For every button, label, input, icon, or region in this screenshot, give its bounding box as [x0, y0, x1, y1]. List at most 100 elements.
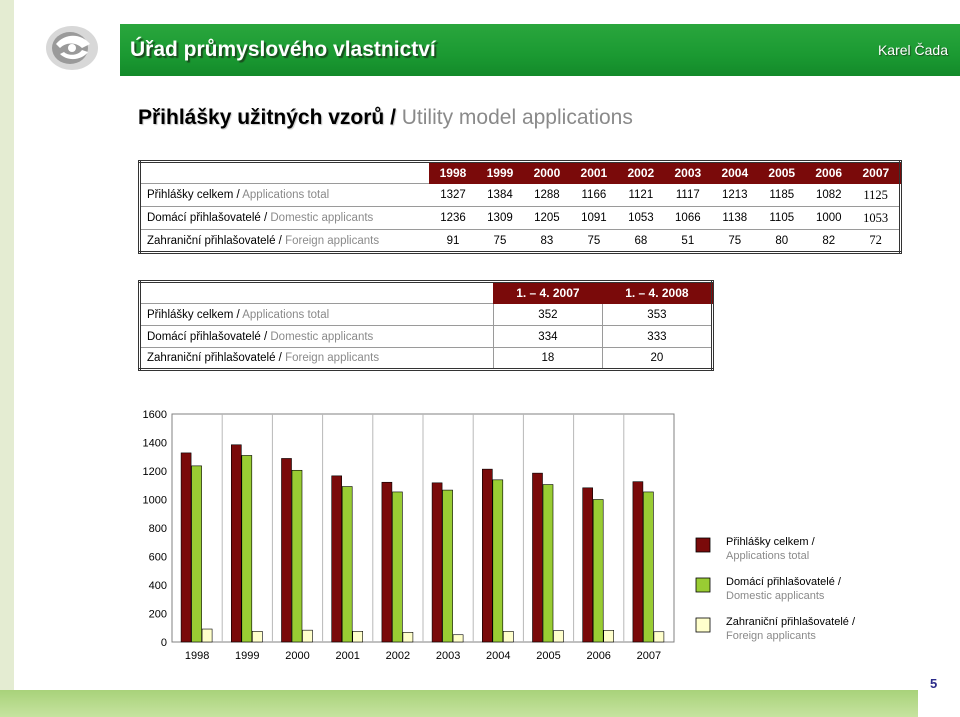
bar	[452, 634, 464, 643]
bar	[291, 469, 303, 643]
bar	[241, 455, 253, 643]
row-label: Přihlášky celkem / Applications total	[139, 303, 494, 326]
row-label: Zahraniční přihlašovatelé / Foreign appl…	[139, 347, 494, 370]
bar	[442, 489, 453, 643]
bar	[302, 629, 313, 643]
table-cell: 83	[523, 229, 571, 253]
y-tick-label: 1000	[143, 495, 167, 507]
table-cell: 75	[476, 229, 524, 253]
table-cell: 1166	[570, 183, 618, 207]
page-title-cz: Přihlášky užitných vzorů /	[138, 106, 396, 129]
footer-bar	[0, 690, 918, 717]
legend-label: Foreign applicants	[726, 630, 816, 642]
bar	[191, 465, 202, 643]
table-cell: 1121	[617, 183, 665, 207]
table-cell: 1082	[805, 183, 853, 207]
table-cell: 1000	[805, 206, 853, 230]
legend-label: Domácí přihlašovatelé /	[726, 576, 842, 588]
year-header: 2004	[710, 161, 759, 184]
table-cell: 1138	[711, 206, 759, 230]
table-header-blank	[139, 281, 494, 304]
table-row: Přihlášky celkem / Applications total 35…	[139, 303, 713, 326]
legend-label: Applications total	[726, 550, 809, 562]
bar	[180, 452, 192, 643]
x-tick-label: 2002	[386, 650, 410, 662]
y-tick-label: 800	[149, 523, 167, 535]
table-cell: 51	[664, 229, 712, 253]
legend-label: Domestic applicants	[726, 590, 825, 602]
table-cell: 75	[711, 229, 759, 253]
bar	[392, 491, 403, 643]
year-header: 2003	[663, 161, 712, 184]
table-cell: 91	[429, 229, 477, 253]
table-cell: 68	[617, 229, 665, 253]
left-accent-stripe	[0, 0, 14, 717]
period-header: 1. – 4. 2007	[493, 281, 603, 304]
bar	[653, 631, 665, 643]
bar	[553, 630, 564, 643]
bar	[231, 444, 242, 643]
table-cell: 1053	[617, 206, 665, 230]
table-cell: 80	[758, 229, 806, 253]
legend-swatch	[695, 617, 711, 633]
legend-swatch	[695, 577, 711, 593]
table-cell: 75	[570, 229, 618, 253]
table-cell: 1213	[711, 183, 759, 207]
y-tick-label: 200	[149, 609, 167, 621]
legend-swatch	[695, 537, 711, 553]
x-tick-label: 1998	[185, 650, 209, 662]
table-cell: 20	[601, 347, 713, 370]
applications-bar-chart: 0 200 400 600 800 1000 1200 1400 1600 1998 1999 200…	[138, 402, 960, 672]
table-cell: 1236	[429, 206, 477, 230]
office-logo	[14, 0, 120, 92]
year-header: 2001	[569, 161, 618, 184]
bar	[281, 458, 292, 643]
chart-svg: 0 200 400 600 800 1000 1200 1400 1600 1998 1999 200…	[143, 409, 856, 662]
table-cell: 352	[493, 303, 603, 326]
x-tick-label: 2004	[486, 650, 510, 662]
header-title: Úřad průmyslového vlastnictví	[130, 38, 436, 61]
bar	[542, 484, 554, 643]
table-row: Zahraniční přihlašovatelé / Foreign appl…	[139, 347, 713, 370]
upv-logo-icon	[46, 26, 98, 70]
x-tick-label: 1999	[235, 650, 259, 662]
bar	[582, 487, 594, 643]
bar	[502, 631, 514, 643]
legend-label: Zahraniční přihlašovatelé /	[726, 616, 856, 628]
year-header: 2007	[851, 161, 902, 184]
year-header: 2005	[757, 161, 806, 184]
y-tick-label: 600	[149, 552, 167, 564]
bar	[431, 482, 443, 643]
bar	[632, 481, 644, 643]
year-header: 2002	[616, 161, 665, 184]
table-cell: 1327	[429, 183, 477, 207]
table-cell: 72	[852, 229, 901, 253]
table-cell: 82	[805, 229, 853, 253]
table-cell: 18	[493, 347, 603, 370]
table-cell: 1185	[758, 183, 806, 207]
x-tick-label: 2007	[637, 650, 661, 662]
bar	[341, 486, 353, 643]
row-label: Přihlášky celkem / Applications total	[139, 183, 430, 207]
bar	[381, 481, 393, 643]
year-header: 1998	[429, 161, 477, 184]
y-tick-label: 0	[161, 637, 167, 649]
period-applications-table: 1. – 4. 2007 1. – 4. 2008 Přihlášky celk…	[138, 280, 714, 371]
year-header: 1999	[475, 161, 524, 184]
table-cell: 1066	[664, 206, 712, 230]
table-row: Domácí přihlašovatelé / Domestic applica…	[139, 206, 901, 230]
table-cell: 1125	[852, 183, 901, 207]
x-tick-label: 2000	[285, 650, 309, 662]
row-label: Domácí přihlašovatelé / Domestic applica…	[139, 325, 494, 348]
year-header: 2006	[804, 161, 853, 184]
bar	[492, 479, 504, 643]
row-label: Zahraniční přihlašovatelé / Foreign appl…	[139, 229, 430, 253]
year-header: 2000	[522, 161, 571, 184]
bar	[201, 628, 213, 643]
annual-applications-table: 1998 1999 2000 2001 2002 2003 2004 2005 …	[138, 160, 902, 254]
bar	[532, 472, 543, 643]
table-cell: 1105	[758, 206, 806, 230]
table-cell: 1309	[476, 206, 524, 230]
table-header-row: 1. – 4. 2007 1. – 4. 2008	[139, 281, 714, 304]
x-tick-label: 2006	[586, 650, 610, 662]
